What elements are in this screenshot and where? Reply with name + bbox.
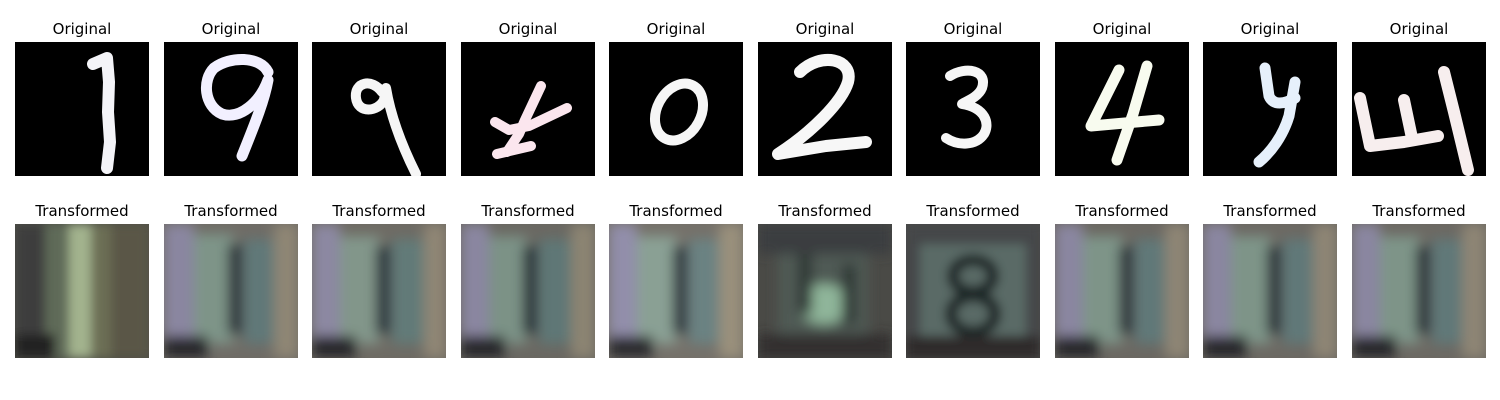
transformed-title: Transformed xyxy=(778,202,872,220)
original-digit-image xyxy=(1055,42,1189,176)
original-title: Original xyxy=(943,20,1003,38)
transformed-title: Transformed xyxy=(1223,202,1317,220)
original-digit-image xyxy=(1203,42,1337,176)
transformed-title: Transformed xyxy=(629,202,723,220)
transformed-title: Transformed xyxy=(481,202,575,220)
original-title: Original xyxy=(349,20,409,38)
transformed-digit-image xyxy=(609,224,743,358)
transformed-title: Transformed xyxy=(332,202,426,220)
original-digit-image xyxy=(1352,42,1486,176)
original-title: Original xyxy=(646,20,706,38)
transformed-title: Transformed xyxy=(35,202,129,220)
original-title: Original xyxy=(795,20,855,38)
transformed-digit-image xyxy=(1203,224,1337,358)
original-title: Original xyxy=(1092,20,1152,38)
transformed-title: Transformed xyxy=(184,202,278,220)
original-digit-image xyxy=(312,42,446,176)
transformed-digit-image xyxy=(906,224,1040,358)
transformed-digit-image xyxy=(312,224,446,358)
transformed-title: Transformed xyxy=(1372,202,1466,220)
original-digit-image xyxy=(461,42,595,176)
original-digit-image xyxy=(164,42,298,176)
original-title: Original xyxy=(201,20,261,38)
transformed-digit-image xyxy=(1055,224,1189,358)
original-digit-image xyxy=(906,42,1040,176)
original-digit-image xyxy=(758,42,892,176)
original-title: Original xyxy=(52,20,112,38)
original-digit-image xyxy=(609,42,743,176)
transformed-digit-image xyxy=(1352,224,1486,358)
transformed-title: Transformed xyxy=(1075,202,1169,220)
transformed-digit-image xyxy=(15,224,149,358)
original-title: Original xyxy=(498,20,558,38)
transformed-digit-image xyxy=(164,224,298,358)
transformed-digit-image xyxy=(758,224,892,358)
original-title: Original xyxy=(1240,20,1300,38)
transformed-digit-image xyxy=(461,224,595,358)
original-title: Original xyxy=(1389,20,1449,38)
original-digit-image xyxy=(15,42,149,176)
transformed-title: Transformed xyxy=(926,202,1020,220)
